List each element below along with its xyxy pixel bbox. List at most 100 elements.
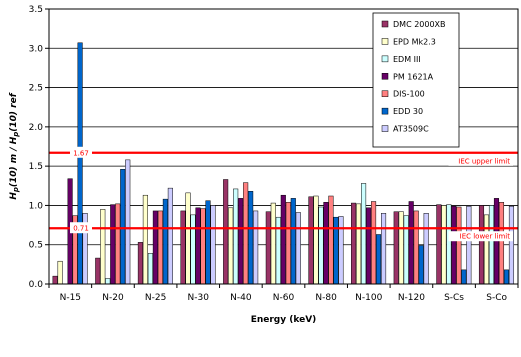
x-tick-label: S-Cs bbox=[444, 293, 464, 303]
bar-s-cs-2 bbox=[441, 205, 447, 285]
legend-label: DIS-100 bbox=[393, 90, 425, 99]
legend: DMC 2000XB EPD Mk2.3 EDM III PM 1621A DIS-10… bbox=[372, 12, 460, 148]
y-axis-title-part: (10) m / bbox=[9, 144, 19, 187]
reference-name-box bbox=[448, 155, 513, 166]
legend-label: EDD 30 bbox=[393, 107, 423, 116]
y-tick-label: 3.5 bbox=[29, 5, 43, 15]
legend-label: DMC 2000XB bbox=[393, 20, 446, 29]
bar-s-cs-4 bbox=[451, 205, 457, 285]
bar-n-25-6 bbox=[162, 198, 168, 285]
x-tick-label: N-60 bbox=[273, 293, 295, 303]
bar-n-20-1 bbox=[95, 257, 101, 285]
bar-n-20-3 bbox=[105, 278, 111, 285]
bar-n-120-3 bbox=[403, 215, 409, 285]
bar-n-40-1 bbox=[223, 179, 229, 285]
bar-n-40-4 bbox=[238, 198, 244, 285]
bar-n-100-5 bbox=[371, 201, 377, 285]
y-tick-label: 1.5 bbox=[29, 162, 43, 172]
bar-n-30-3 bbox=[190, 214, 196, 285]
bar-s-cs-3 bbox=[446, 204, 452, 285]
y-axis-title: Hp(10) m / Hp(10) ref bbox=[9, 92, 20, 199]
y-axis-title-part: H bbox=[9, 136, 19, 144]
bar-n-120-1 bbox=[393, 211, 399, 285]
legend-swatch bbox=[381, 73, 389, 80]
reference-lines: 1.67 IEC upper limit 0.71 IEC lower limit bbox=[49, 146, 518, 242]
x-tick-label: N-30 bbox=[188, 293, 210, 303]
bar-s-cs-7 bbox=[466, 205, 472, 285]
y-axis-title-part: H bbox=[9, 192, 19, 200]
bar-n-60-1 bbox=[265, 211, 271, 285]
bar-s-cs-1 bbox=[436, 204, 442, 285]
bar-n-80-5 bbox=[328, 195, 334, 285]
bar-n-25-1 bbox=[137, 242, 143, 285]
x-tick-label: S-Co bbox=[486, 293, 507, 303]
bar-n-25-4 bbox=[152, 210, 158, 285]
bar-n-20-4 bbox=[110, 204, 116, 285]
axes bbox=[45, 8, 519, 288]
y-axis-title-part: (10) ref bbox=[9, 92, 19, 131]
bar-n-40-3 bbox=[233, 188, 239, 285]
bar-n-20-5 bbox=[115, 203, 121, 285]
plot-border bbox=[48, 8, 519, 285]
bar-n-30-7 bbox=[210, 205, 216, 285]
x-tick-label: N-15 bbox=[60, 293, 81, 303]
bar-n-100-7 bbox=[381, 213, 387, 285]
bar-n-60-7 bbox=[295, 212, 301, 285]
bar-n-120-7 bbox=[423, 213, 429, 285]
reference-name-box bbox=[448, 231, 513, 242]
legend-label: EPD Mk2.3 bbox=[393, 37, 436, 46]
bar-s-cs-5 bbox=[456, 206, 462, 285]
x-tick-label: N-20 bbox=[102, 293, 124, 303]
legend-box bbox=[372, 12, 460, 148]
y-axis-title-part: p bbox=[12, 132, 20, 138]
bar-n-80-2 bbox=[313, 195, 319, 285]
reference-value-label: 0.71 bbox=[73, 225, 89, 233]
reference-name-label: IEC lower limit bbox=[460, 233, 511, 241]
bar-s-co-7 bbox=[508, 205, 515, 285]
legend-swatch bbox=[381, 38, 389, 45]
bar-n-120-4 bbox=[408, 201, 414, 285]
bar-n-30-4 bbox=[195, 207, 201, 285]
bar-n-40-2 bbox=[228, 207, 234, 285]
bar-n-30-6 bbox=[205, 200, 211, 285]
y-tick-label: 3.0 bbox=[29, 44, 44, 54]
legend-label: PM 1621A bbox=[393, 72, 434, 81]
bar-s-co-3 bbox=[488, 205, 495, 285]
bar-n-80-1 bbox=[308, 196, 314, 285]
bar-s-co-1 bbox=[478, 205, 485, 285]
bar-n-60-6 bbox=[290, 198, 296, 285]
bar-n-100-6 bbox=[376, 234, 382, 285]
bar-n-25-2 bbox=[142, 194, 148, 285]
y-axis-title-part: p bbox=[12, 187, 20, 193]
bar-n-80-3 bbox=[318, 206, 324, 285]
reference-value-box bbox=[70, 146, 92, 158]
bar-n-40-5 bbox=[243, 182, 249, 285]
bar-n-120-2 bbox=[398, 211, 404, 285]
reference-name-label: IEC upper limit bbox=[458, 157, 510, 165]
x-tick-label: N-100 bbox=[355, 293, 382, 303]
bar-n-20-6 bbox=[120, 169, 126, 285]
reference-value-label: 1.67 bbox=[73, 149, 89, 157]
bar-n-15-2 bbox=[57, 260, 63, 285]
bar-n-60-5 bbox=[285, 202, 291, 285]
bar-s-cs-6 bbox=[461, 269, 467, 285]
x-tick-label: N-40 bbox=[230, 293, 252, 303]
bar-n-25-3 bbox=[147, 253, 153, 285]
bar-s-co-5 bbox=[498, 202, 505, 285]
bar-n-25-7 bbox=[167, 187, 173, 285]
x-axis-title: Energy (keV) bbox=[251, 315, 317, 325]
x-tick-labels: N-15 N-20 N-25 N-30 N-40 N-60 N-80 N-100 N-120 S-… bbox=[60, 293, 508, 303]
bar-s-co-2 bbox=[483, 214, 490, 285]
y-tick-label: 0.5 bbox=[29, 241, 43, 251]
bar-n-30-1 bbox=[180, 210, 186, 285]
legend-swatch bbox=[381, 90, 389, 97]
bar-n-30-2 bbox=[185, 192, 191, 285]
bar-n-80-4 bbox=[323, 202, 329, 285]
y-tick-label: 0.0 bbox=[29, 280, 44, 290]
legend-swatch bbox=[381, 55, 389, 63]
bar-n-15-1 bbox=[52, 275, 58, 285]
bar-n-100-1 bbox=[351, 202, 357, 285]
bar-n-120-6 bbox=[418, 245, 424, 285]
bar-n-120-5 bbox=[413, 210, 419, 285]
bar-n-15-6 bbox=[77, 42, 83, 285]
